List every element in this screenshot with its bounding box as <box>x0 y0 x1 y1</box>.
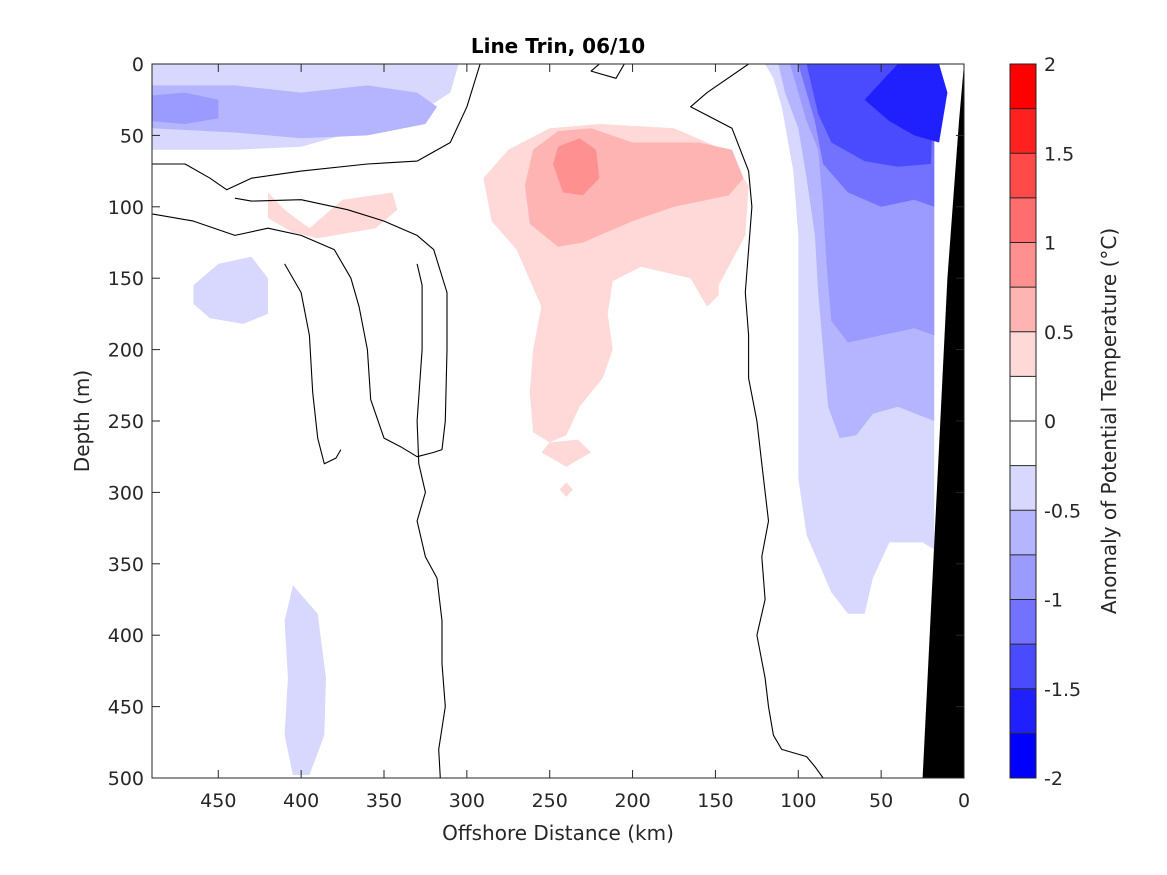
contour-region-16 <box>864 64 948 143</box>
x-tick-label: 300 <box>449 790 485 812</box>
contour-region-5 <box>268 192 398 239</box>
colorbar <box>1010 64 1036 779</box>
y-tick-label: 350 <box>108 554 144 576</box>
y-tick-label: 0 <box>132 54 144 76</box>
colorbar-tick-label: 0.5 <box>1044 322 1074 344</box>
x-tick-label: 0 <box>958 790 970 812</box>
y-tick-label: 450 <box>108 697 144 719</box>
colorbar-tick-label: -0.5 <box>1044 500 1081 522</box>
colorbar-tick-label: 0 <box>1044 411 1056 433</box>
zero-contour-4 <box>416 263 446 778</box>
contour-region-1 <box>152 85 437 139</box>
x-axis: 450 400 350 300 250 200 150 100 50 0 <box>200 64 970 812</box>
colorbar-tick-label: 2 <box>1044 54 1056 76</box>
colorbar-swatch <box>1010 688 1036 734</box>
colorbar-tick-label: -1 <box>1044 590 1063 612</box>
colorbar-swatch <box>1010 644 1036 690</box>
colorbar-label: Anomaly of Potential Temperature (°C) <box>1097 228 1121 614</box>
y-tick-label: 400 <box>108 625 144 647</box>
y-tick-label: 200 <box>108 340 144 362</box>
colorbar-swatch <box>1010 64 1036 110</box>
chart-title: Line Trin, 06/10 <box>471 34 645 58</box>
contour-region-3 <box>193 256 268 324</box>
y-tick-label: 250 <box>108 411 144 433</box>
y-axis: 0 50 100 150 200 250 300 350 400 450 500 <box>108 54 964 790</box>
seafloor-polygon <box>922 64 964 778</box>
y-tick-label: 50 <box>120 125 144 147</box>
x-tick-label: 450 <box>200 790 236 812</box>
contour-region-10 <box>553 138 600 196</box>
colorbar-swatch <box>1010 733 1036 779</box>
filled-contours <box>152 64 948 776</box>
colorbar-tick-label: -2 <box>1044 768 1063 790</box>
x-tick-label: 250 <box>532 790 568 812</box>
colorbar-swatch <box>1010 510 1036 556</box>
colorbar-swatch <box>1010 287 1036 333</box>
colorbar-tick-label: -1.5 <box>1044 679 1081 701</box>
x-tick-label: 100 <box>780 790 816 812</box>
zero-contour-2 <box>590 64 625 79</box>
zero-contour-5 <box>690 64 824 778</box>
colorbar-swatch <box>1010 599 1036 645</box>
colorbar-swatch <box>1010 421 1036 467</box>
zero-contour-1 <box>152 197 448 458</box>
colorbar-tick-label: 1 <box>1044 233 1056 255</box>
colorbar-swatch <box>1010 554 1036 600</box>
x-axis-label: Offshore Distance (km) <box>442 821 674 845</box>
colorbar-swatch <box>1010 465 1036 511</box>
contour-region-8 <box>559 482 573 497</box>
x-tick-label: 200 <box>614 790 650 812</box>
zero-contour-0 <box>152 64 481 191</box>
x-tick-label: 350 <box>366 790 402 812</box>
colorbar-frame <box>1009 63 1037 779</box>
x-tick-label: 150 <box>697 790 733 812</box>
contour-region-4 <box>284 585 326 776</box>
y-tick-label: 100 <box>108 197 144 219</box>
colorbar-ticks: 2 1.5 1 0.5 0 -0.5 -1 -1.5 -2 <box>1044 54 1081 790</box>
colorbar-swatch <box>1010 197 1036 243</box>
x-tick-label: 400 <box>283 790 319 812</box>
y-tick-label: 150 <box>108 268 144 290</box>
contour-region-2 <box>152 92 219 124</box>
y-axis-label: Depth (m) <box>70 370 94 472</box>
colorbar-swatch <box>1010 242 1036 288</box>
y-tick-label: 300 <box>108 482 144 504</box>
seafloor-mask <box>922 64 964 778</box>
colorbar-swatch <box>1010 153 1036 199</box>
y-tick-label: 500 <box>108 768 144 790</box>
colorbar-swatch <box>1010 376 1036 422</box>
contour-region-7 <box>541 439 592 467</box>
x-tick-label: 50 <box>869 790 893 812</box>
colorbar-swatch <box>1010 331 1036 377</box>
zero-contour-lines <box>152 64 824 778</box>
colorbar-swatch <box>1010 108 1036 154</box>
colorbar-tick-label: 1.5 <box>1044 143 1074 165</box>
zero-contour-3 <box>284 263 342 465</box>
